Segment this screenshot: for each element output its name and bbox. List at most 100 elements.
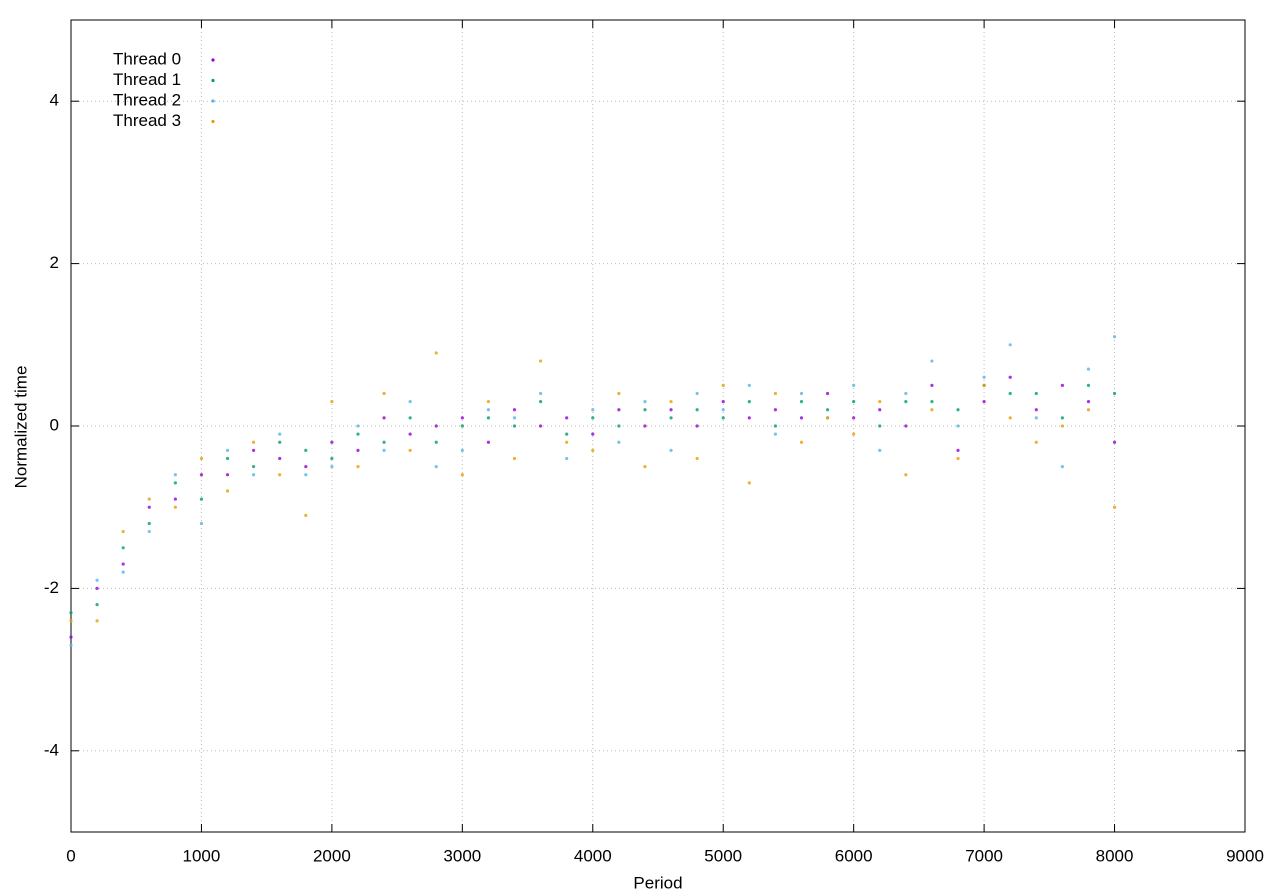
point — [721, 383, 725, 387]
point — [982, 383, 986, 387]
point — [799, 391, 804, 396]
point — [643, 424, 647, 428]
point — [825, 416, 830, 420]
point — [617, 440, 621, 444]
point — [225, 456, 230, 461]
point — [565, 440, 569, 444]
point — [721, 416, 725, 420]
point — [512, 408, 517, 412]
point — [225, 473, 230, 477]
point — [304, 513, 308, 517]
point — [199, 473, 204, 477]
legend-label: Thread 3 — [113, 111, 181, 130]
point — [512, 424, 517, 428]
x-tick-label: 3000 — [443, 846, 481, 865]
point — [1086, 383, 1091, 387]
point — [408, 448, 412, 452]
point — [591, 448, 595, 452]
point — [1060, 424, 1064, 428]
y-tick-label: 0 — [50, 415, 59, 434]
point — [669, 416, 673, 420]
point — [512, 456, 517, 461]
point — [643, 408, 647, 412]
x-tick-label: 8000 — [1096, 846, 1134, 865]
point — [121, 562, 125, 566]
point — [643, 400, 647, 404]
point — [1034, 391, 1038, 396]
x-tick-label: 5000 — [704, 846, 742, 865]
point — [408, 432, 412, 436]
point — [69, 619, 73, 623]
point — [356, 465, 360, 469]
point — [278, 456, 282, 461]
point — [199, 521, 204, 526]
point — [512, 416, 517, 420]
point — [356, 424, 360, 428]
point — [747, 416, 751, 420]
point — [982, 400, 986, 404]
point — [1112, 335, 1117, 339]
point — [930, 408, 934, 412]
point — [408, 400, 412, 404]
point — [904, 391, 908, 396]
point — [69, 643, 73, 647]
point — [539, 359, 543, 363]
point — [304, 448, 308, 452]
point — [356, 432, 360, 436]
point — [278, 432, 282, 436]
x-tick-label: 7000 — [965, 846, 1003, 865]
point — [1008, 416, 1012, 420]
point — [330, 400, 334, 404]
point — [695, 408, 699, 412]
point — [904, 424, 908, 428]
x-tick-label: 4000 — [574, 846, 612, 865]
y-axis-label: Normalized time — [11, 366, 30, 489]
point — [147, 497, 151, 501]
point — [225, 489, 230, 493]
point — [695, 456, 699, 461]
point — [591, 432, 595, 436]
legend-marker — [211, 119, 215, 124]
point — [486, 440, 491, 444]
point — [773, 391, 778, 396]
point — [356, 448, 360, 452]
point — [825, 391, 830, 396]
point — [434, 424, 438, 428]
point — [982, 375, 986, 379]
point — [460, 416, 464, 420]
point — [304, 473, 308, 477]
point — [878, 400, 882, 404]
point — [382, 440, 386, 444]
point — [747, 481, 751, 485]
point — [956, 456, 960, 461]
point — [330, 465, 334, 469]
point — [617, 408, 621, 412]
x-tick-label: 2000 — [313, 846, 351, 865]
point — [1060, 416, 1064, 420]
point — [199, 456, 204, 461]
point — [69, 611, 73, 615]
point — [460, 448, 464, 452]
point — [121, 546, 125, 550]
point — [878, 424, 882, 428]
point — [1008, 375, 1012, 379]
point — [617, 424, 621, 428]
point — [825, 408, 830, 412]
point — [539, 424, 543, 428]
point — [225, 448, 230, 452]
point — [904, 473, 908, 477]
point — [486, 408, 491, 412]
point — [643, 465, 647, 469]
point — [773, 408, 778, 412]
point — [930, 400, 934, 404]
point — [278, 440, 282, 444]
point — [1112, 505, 1117, 509]
point — [1086, 408, 1091, 412]
point — [173, 497, 177, 501]
point — [147, 521, 151, 526]
point — [956, 424, 960, 428]
point — [1086, 400, 1091, 404]
point — [330, 440, 334, 444]
point — [695, 424, 699, 428]
point — [565, 432, 569, 436]
